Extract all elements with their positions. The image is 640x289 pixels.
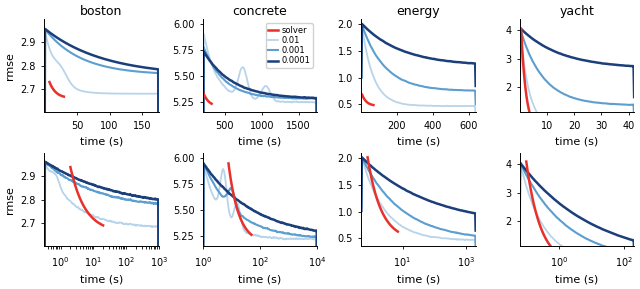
Y-axis label: rmse: rmse: [5, 52, 15, 80]
X-axis label: time (s): time (s): [397, 136, 440, 146]
X-axis label: time (s): time (s): [397, 274, 440, 284]
X-axis label: time (s): time (s): [80, 274, 123, 284]
Y-axis label: rmse: rmse: [5, 186, 15, 214]
X-axis label: time (s): time (s): [80, 136, 123, 146]
X-axis label: time (s): time (s): [238, 274, 282, 284]
Title: boston: boston: [80, 5, 123, 18]
X-axis label: time (s): time (s): [556, 274, 598, 284]
X-axis label: time (s): time (s): [238, 136, 282, 146]
Legend: solver, 0.01, 0.001, 0.0001: solver, 0.01, 0.001, 0.0001: [266, 23, 313, 68]
Title: yacht: yacht: [559, 5, 595, 18]
X-axis label: time (s): time (s): [556, 136, 598, 146]
Title: energy: energy: [397, 5, 440, 18]
Title: concrete: concrete: [232, 5, 287, 18]
